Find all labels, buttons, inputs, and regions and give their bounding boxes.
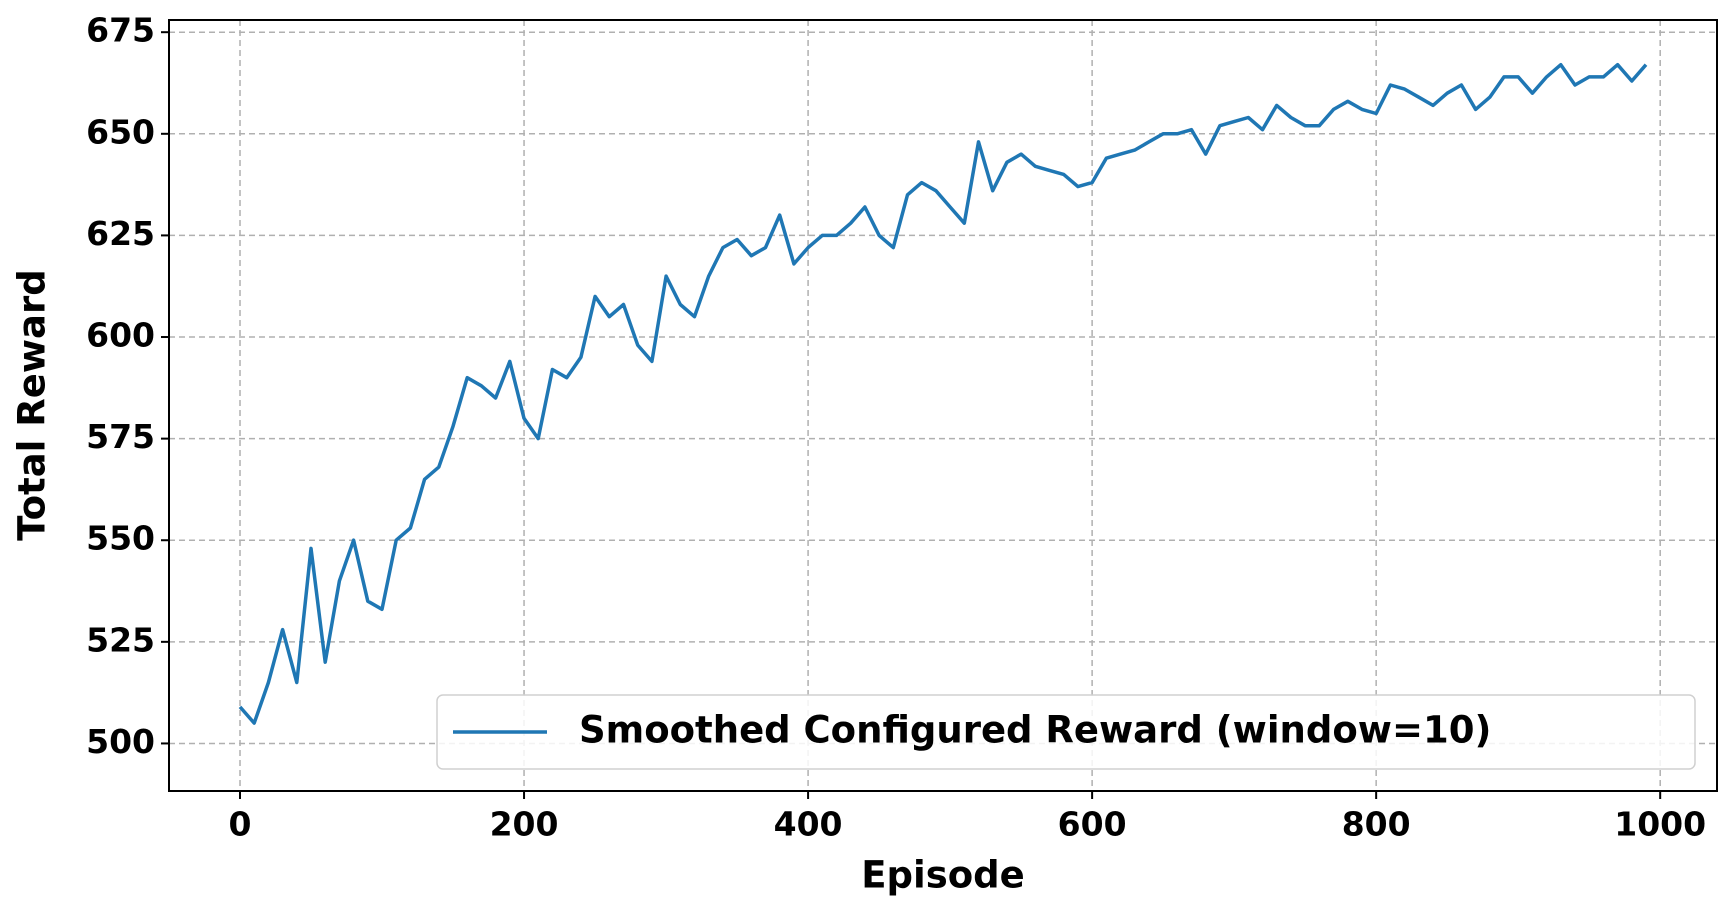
- x-tick-label: 1000: [1614, 805, 1706, 844]
- plot-frame: [168, 19, 1718, 792]
- y-tick-label: 525: [86, 620, 155, 659]
- x-tick-label: 800: [1342, 805, 1411, 844]
- legend-label: Smoothed Configured Reward (window=10): [579, 709, 1491, 752]
- x-tick-label: 0: [229, 805, 252, 844]
- y-tick-label: 600: [86, 316, 155, 355]
- y-tick-label: 650: [86, 112, 155, 151]
- y-tick-label: 625: [86, 214, 155, 253]
- legend-box: [436, 694, 1696, 770]
- series-line: [238, 62, 1648, 725]
- x-tick-label: 200: [490, 805, 559, 844]
- x-tick-label: 400: [774, 805, 843, 844]
- y-axis-label: Total Reward: [11, 269, 54, 540]
- x-tick-label: 600: [1058, 805, 1127, 844]
- y-tick-label: 550: [86, 519, 155, 558]
- y-tick-label: 575: [86, 417, 155, 456]
- y-tick-label: 675: [86, 11, 155, 50]
- y-tick-label: 500: [86, 722, 155, 761]
- x-axis-label: Episode: [861, 854, 1024, 897]
